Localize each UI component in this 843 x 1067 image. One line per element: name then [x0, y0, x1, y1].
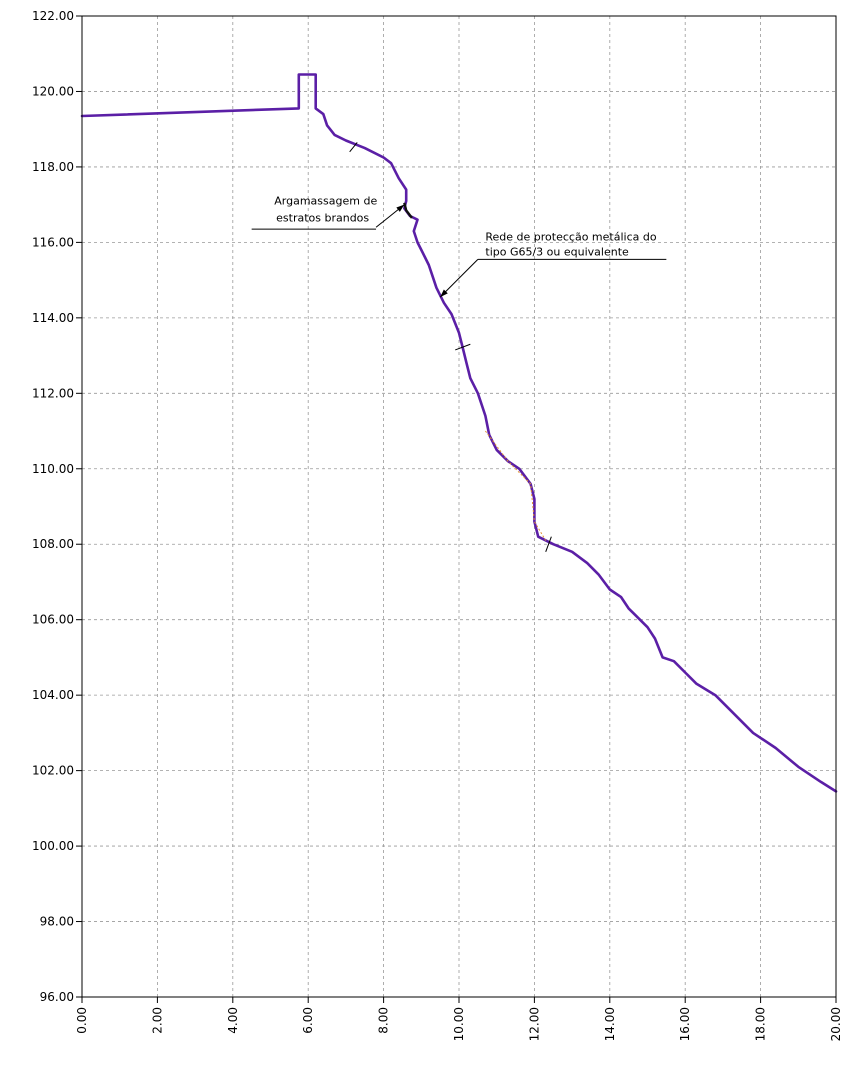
y-tick-label: 96.00 — [40, 990, 74, 1004]
arrowhead — [396, 204, 405, 212]
overlay-segment — [484, 430, 547, 541]
mortar-zone-mark — [403, 202, 413, 219]
annotation-text: Rede de protecção metálica do — [485, 230, 656, 243]
y-tick-label: 110.00 — [32, 462, 74, 476]
y-tick-label: 122.00 — [32, 9, 74, 23]
grid — [82, 16, 836, 997]
x-tick-label: 6.00 — [301, 1007, 315, 1034]
y-tick-label: 98.00 — [40, 915, 74, 929]
y-tick-label: 100.00 — [32, 839, 74, 853]
section-mark — [455, 343, 471, 351]
y-tick-label: 120.00 — [32, 84, 74, 98]
x-tick-label: 2.00 — [150, 1007, 164, 1034]
y-tick-label: 112.00 — [32, 386, 74, 400]
x-tick-label: 4.00 — [226, 1007, 240, 1034]
tick-marks — [349, 142, 552, 552]
annotation-text: tipo G65/3 ou equivalente — [485, 246, 629, 259]
leader-line — [439, 259, 479, 298]
x-tick-label: 14.00 — [603, 1007, 617, 1041]
x-tick-label: 0.00 — [75, 1007, 89, 1034]
x-tick-label: 12.00 — [527, 1007, 541, 1041]
annotation-text: estratos brandos — [276, 212, 369, 225]
y-tick-label: 104.00 — [32, 688, 74, 702]
plot-frame — [81, 15, 837, 998]
x-tick-label: 18.00 — [754, 1007, 768, 1041]
section-mark — [349, 142, 358, 153]
x-tick-label: 20.00 — [829, 1007, 843, 1041]
y-tick-label: 116.00 — [32, 235, 74, 249]
annotations: Argamassagem de estratos brandos Rede de p… — [251, 195, 667, 298]
x-tick-label: 10.00 — [452, 1007, 466, 1041]
annotation-text: Argamassagem de — [274, 195, 377, 208]
x-tick-label: 8.00 — [377, 1007, 391, 1034]
y-axis-ticks: 96.00 98.00 100.00 102.00 104.00 106.00 108.00… — [32, 9, 82, 1004]
y-tick-label: 114.00 — [32, 311, 74, 325]
section-mark — [545, 536, 552, 552]
y-tick-label: 108.00 — [32, 537, 74, 551]
annotation-rede: Rede de protecção metálica do tipo G65/3 … — [439, 230, 667, 298]
x-tick-label: 16.00 — [678, 1007, 692, 1041]
series-layer — [80, 73, 838, 793]
x-axis-ticks: 0.00 2.00 4.00 6.00 8.00 10.00 12.00 14.00 16.00… — [75, 997, 843, 1041]
y-tick-label: 106.00 — [32, 613, 74, 627]
y-tick-label: 118.00 — [32, 160, 74, 174]
terrain-profile-line — [80, 73, 838, 793]
arrowhead — [440, 289, 448, 298]
annotation-argamassagem: Argamassagem de estratos brandos — [251, 195, 405, 230]
y-tick-label: 102.00 — [32, 764, 74, 778]
